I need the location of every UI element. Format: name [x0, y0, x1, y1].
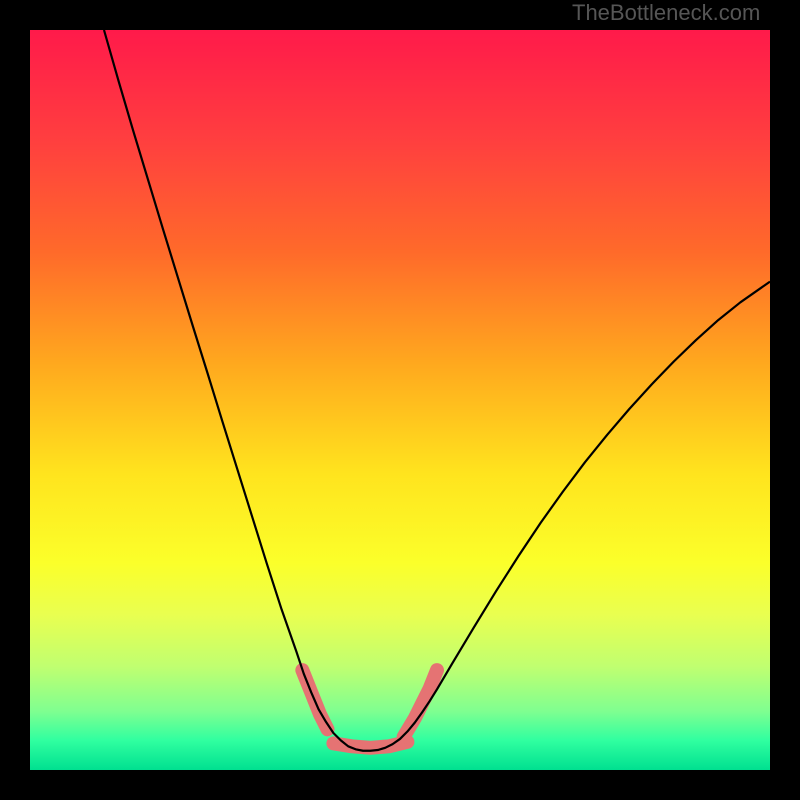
bottleneck-chart — [0, 0, 800, 800]
plot-gradient — [30, 30, 770, 770]
chart-canvas: TheBottleneck.com — [0, 0, 800, 800]
watermark-text: TheBottleneck.com — [572, 0, 760, 26]
